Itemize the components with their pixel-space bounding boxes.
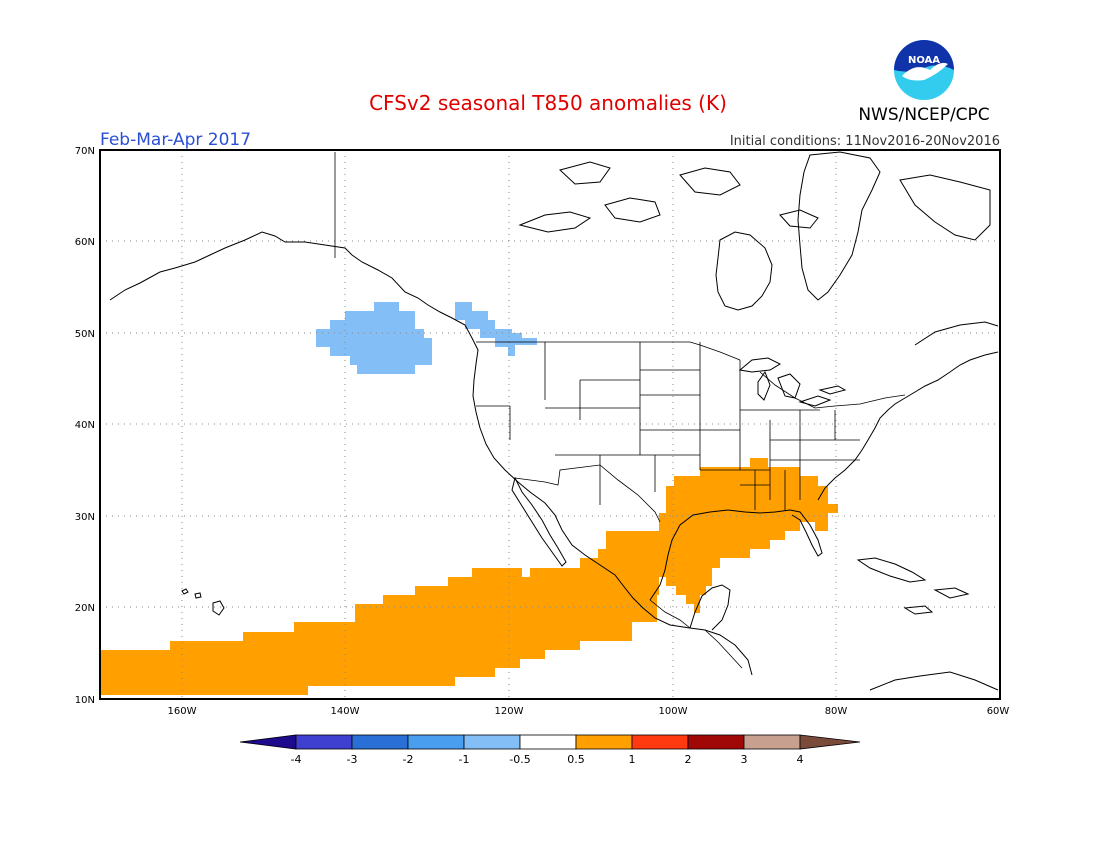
- colorbar-swatch: [407, 734, 465, 750]
- lon-label: 140W: [331, 706, 360, 717]
- initial-conditions: Initial conditions: 11Nov2016-20Nov2016: [730, 134, 1000, 149]
- lat-label: 70N: [75, 146, 95, 157]
- lon-label: 160W: [168, 706, 197, 717]
- map-title: CFSv2 seasonal T850 anomalies (K): [369, 91, 727, 115]
- map-frame: [99, 149, 1001, 700]
- colorbar-swatch: [239, 734, 297, 750]
- lat-label: 20N: [75, 603, 95, 614]
- colorbar-label: 2: [685, 753, 692, 766]
- colorbar: -4 -3 -2 -1 -0.5 0.5 1 2 3 4: [239, 734, 861, 766]
- colorbar-swatch: [687, 734, 745, 750]
- colorbar-label: -1: [459, 753, 470, 766]
- colorbar-label: 4: [797, 753, 804, 766]
- cool-anomaly-region: [316, 302, 537, 374]
- map-panel: [99, 149, 1001, 700]
- colorbar-label: 1: [629, 753, 636, 766]
- lon-label: 120W: [495, 706, 524, 717]
- colorbar-swatch: [463, 734, 521, 750]
- political-borders: [334, 152, 906, 669]
- lat-label: 40N: [75, 420, 95, 431]
- noaa-logo: NOAA: [894, 40, 954, 100]
- forecast-period: Feb-Mar-Apr 2017: [100, 130, 251, 150]
- lat-label: 10N: [75, 695, 95, 706]
- colorbar-swatch: [519, 734, 577, 750]
- longitude-labels: 160W 140W 120W 100W 80W 60W: [168, 706, 1010, 717]
- colorbar-swatch: [799, 734, 861, 750]
- logo-text: NOAA: [908, 55, 940, 66]
- colorbar-label: -2: [403, 753, 414, 766]
- warm-anomaly-region: [100, 458, 838, 695]
- latitude-labels: 10N 20N 30N 40N 50N 60N 70N: [75, 146, 95, 706]
- colorbar-swatch: [351, 734, 409, 750]
- lat-label: 30N: [75, 512, 95, 523]
- lon-label: 60W: [987, 706, 1010, 717]
- coastlines: [109, 151, 999, 691]
- graticule: [100, 150, 1000, 699]
- colorbar-swatch: [631, 734, 689, 750]
- lon-label: 100W: [659, 706, 688, 717]
- colorbar-label: 3: [741, 753, 748, 766]
- colorbar-label: -0.5: [509, 753, 530, 766]
- colorbar-label: -4: [291, 753, 302, 766]
- agency-label: NWS/NCEP/CPC: [858, 105, 989, 125]
- lon-label: 80W: [825, 706, 848, 717]
- colorbar-swatch: [295, 734, 353, 750]
- colorbar-swatch: [575, 734, 633, 750]
- colorbar-label: 0.5: [567, 753, 585, 766]
- lat-label: 60N: [75, 237, 95, 248]
- lat-label: 50N: [75, 329, 95, 340]
- colorbar-label: -3: [347, 753, 358, 766]
- colorbar-swatch: [743, 734, 801, 750]
